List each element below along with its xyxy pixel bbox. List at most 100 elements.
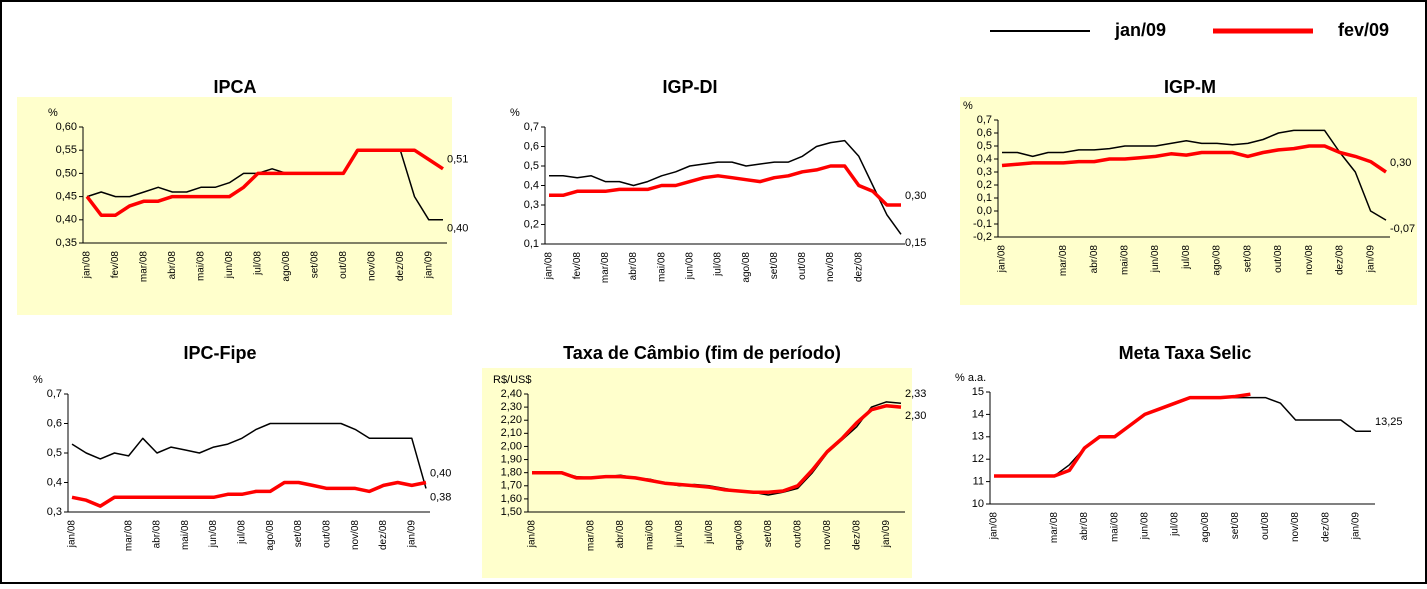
x-tick-label: jan/09 [406, 520, 417, 549]
series-line [85, 148, 444, 217]
y-tick-label: 2,20 [501, 414, 522, 426]
series-line [71, 480, 427, 508]
y-tick-label: 0,4 [524, 179, 539, 191]
x-tick-label: jun/08 [674, 520, 685, 549]
y-tick-label: 0,3 [47, 506, 62, 518]
y-tick-label: 0,50 [56, 167, 77, 179]
y-axis-label: % [963, 100, 973, 112]
x-tick-label: set/08 [763, 520, 774, 548]
y-tick-label: 0,4 [47, 476, 62, 488]
y-tick-label: 0,7 [977, 114, 992, 126]
panel-background [17, 97, 452, 315]
x-tick-label: jul/08 [704, 520, 715, 545]
series-line [549, 164, 901, 207]
y-tick-label: 0,0 [977, 205, 992, 217]
x-tick-label: dez/08 [378, 520, 389, 550]
x-tick-label: jan/09 [1351, 512, 1362, 541]
x-tick-label: nov/08 [1290, 512, 1301, 542]
value-label: 2,33 [905, 388, 926, 400]
y-tick-label: 12 [972, 453, 984, 465]
y-tick-label: 0,5 [524, 160, 539, 172]
x-tick-label: dez/08 [853, 252, 864, 282]
x-tick-label: jun/08 [1150, 245, 1161, 274]
y-tick-label: 1,80 [501, 467, 522, 479]
y-tick-label: 1,60 [501, 493, 522, 505]
x-tick-label: ago/08 [281, 251, 292, 282]
y-tick-label: 2,00 [501, 440, 522, 452]
y-tick-label: 11 [973, 476, 984, 488]
x-tick-label: out/08 [338, 251, 349, 279]
y-tick-label: 0,40 [56, 214, 77, 226]
x-tick-label: mar/08 [1058, 245, 1069, 277]
value-label: 0,40 [447, 223, 468, 235]
x-tick-label: set/08 [769, 252, 780, 280]
value-label: 0,15 [905, 237, 926, 249]
x-tick-label: mar/08 [600, 252, 611, 284]
y-tick-label: 2,40 [501, 388, 522, 400]
x-tick-label: set/08 [309, 251, 320, 279]
legend-label: jan/09 [1114, 20, 1166, 40]
y-axis-label: % [48, 107, 58, 119]
x-tick-label: jan/08 [82, 251, 93, 280]
y-tick-label: 0,6 [47, 417, 62, 429]
x-tick-label: jul/08 [237, 520, 248, 545]
x-tick-label: nov/08 [1304, 245, 1315, 275]
chart-title: IPC-Fipe [183, 343, 256, 363]
y-tick-label: 1,90 [501, 453, 522, 465]
x-tick-label: dez/08 [1335, 245, 1346, 275]
y-tick-label: 10 [972, 498, 984, 510]
x-tick-label: ago/08 [1200, 512, 1211, 543]
y-tick-label: 0,55 [56, 144, 77, 156]
x-tick-label: abr/08 [628, 252, 639, 281]
x-tick-label: nov/08 [350, 520, 361, 550]
x-tick-label: abr/08 [1079, 512, 1090, 541]
x-tick-label: jan/09 [881, 520, 892, 549]
y-tick-label: 0,60 [56, 121, 77, 133]
y-tick-label: 2,10 [501, 427, 522, 439]
x-tick-label: out/08 [792, 520, 803, 548]
x-tick-label: out/08 [322, 520, 333, 548]
y-tick-label: 0,2 [524, 218, 539, 230]
x-tick-label: jan/08 [527, 520, 538, 549]
x-tick-label: mai/08 [645, 520, 656, 550]
x-tick-label: nov/08 [825, 252, 836, 282]
x-tick-label: dez/08 [1320, 512, 1331, 542]
x-tick-label: jun/08 [684, 252, 695, 281]
x-tick-label: jan/08 [67, 520, 78, 549]
x-tick-label: nov/08 [822, 520, 833, 550]
x-tick-label: jan/09 [1365, 245, 1376, 274]
x-tick-label: mar/08 [586, 520, 597, 552]
y-tick-label: 0,6 [524, 140, 539, 152]
y-tick-label: 0,5 [977, 140, 992, 152]
series-line [994, 392, 1251, 478]
x-tick-label: jun/08 [1139, 512, 1150, 541]
y-tick-label: 0,45 [56, 191, 77, 203]
chart-title: Meta Taxa Selic [1119, 343, 1252, 363]
y-tick-label: 0,5 [47, 447, 62, 459]
series-line [1001, 144, 1387, 174]
value-label: 0,30 [1390, 157, 1411, 169]
y-tick-label: -0,2 [973, 231, 992, 243]
x-tick-label: out/08 [797, 252, 808, 280]
legend-label: fev/09 [1338, 20, 1389, 40]
chart-title: IGP-M [1164, 77, 1216, 97]
chart-title: IGP-DI [662, 77, 717, 97]
y-tick-label: 14 [972, 408, 984, 420]
x-tick-label: out/08 [1260, 512, 1271, 540]
x-tick-label: jul/08 [253, 251, 264, 276]
y-tick-label: 0,7 [524, 121, 539, 133]
y-axis-label: R$/US$ [493, 374, 532, 386]
y-tick-label: 2,30 [501, 401, 522, 413]
x-tick-label: ago/08 [265, 520, 276, 551]
series-line [1002, 129, 1387, 221]
x-tick-label: mai/08 [180, 520, 191, 550]
x-tick-label: abr/08 [1089, 245, 1100, 274]
series-line [532, 404, 902, 495]
y-tick-label: 0,1 [524, 238, 539, 250]
x-tick-label: mar/08 [139, 251, 150, 283]
x-tick-label: abr/08 [167, 251, 178, 280]
y-axis-label: % [510, 107, 520, 119]
x-tick-label: mai/08 [1120, 245, 1131, 275]
y-axis-label: % [33, 374, 43, 386]
